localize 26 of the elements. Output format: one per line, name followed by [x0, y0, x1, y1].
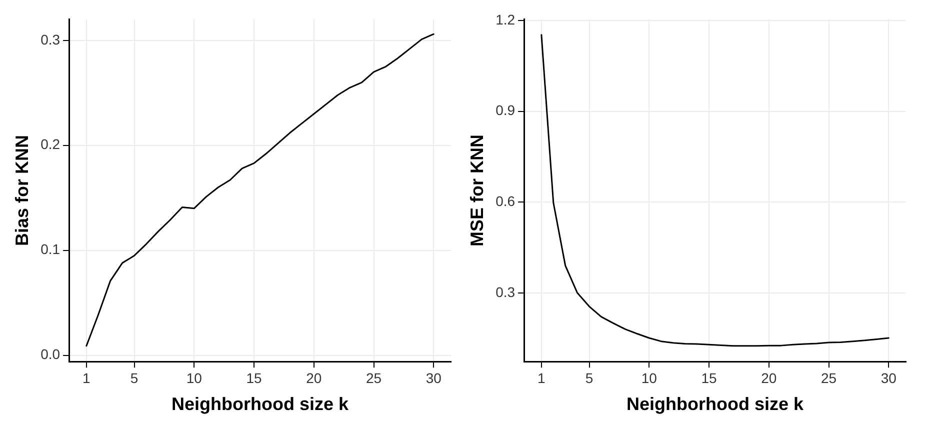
y-axis-title: Bias for KNN [12, 134, 32, 246]
y-tick-label: 0.2 [40, 136, 60, 152]
x-tick-label: 30 [880, 370, 897, 386]
x-tick-label: 1 [82, 370, 91, 386]
y-tick-label: 0.9 [496, 102, 516, 118]
y-tick-label: 0.1 [40, 241, 60, 258]
y-tick-label: 0.0 [40, 346, 60, 362]
x-tick-label: 10 [186, 370, 202, 386]
y-tick-label: 0.3 [496, 284, 516, 300]
x-tick-label: 25 [366, 370, 382, 386]
x-tick-label: 15 [701, 370, 718, 386]
x-tick-label: 20 [306, 370, 322, 386]
x-axis-title: Neighborhood size k [172, 394, 350, 414]
x-tick-label: 5 [585, 370, 594, 386]
x-tick-label: 5 [130, 370, 138, 386]
x-tick-label: 20 [761, 370, 777, 386]
y-axis-title: MSE for KNN [466, 134, 487, 246]
x-tick-label: 30 [426, 370, 442, 386]
x-axis-title: Neighborhood size k [626, 394, 805, 414]
x-tick-label: 15 [246, 370, 262, 386]
y-tick-label: 0.6 [496, 193, 516, 210]
y-tick-label: 0.3 [40, 31, 60, 48]
x-tick-label: 25 [820, 370, 837, 386]
y-tick-label: 1.2 [496, 11, 516, 28]
x-tick-label: 10 [641, 370, 658, 386]
x-tick-label: 1 [538, 370, 546, 386]
